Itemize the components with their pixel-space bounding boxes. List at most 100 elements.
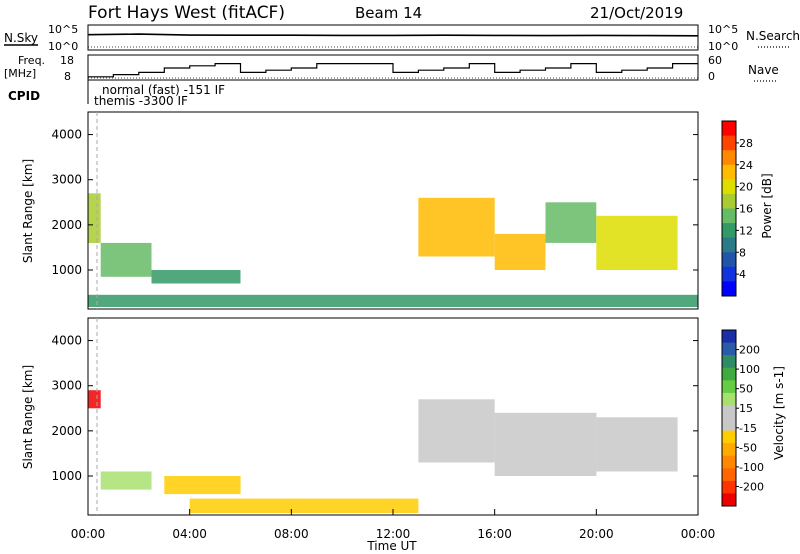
power-region-5 [545,202,597,243]
velocity-colorbar-label-2: 50 [739,383,753,396]
freq-trace [88,63,698,78]
time-tick-label-1: 04:00 [172,527,207,541]
velocity-colorbar-segment-10 [722,455,736,469]
noise-left-tick-bottom: 10^0 [48,40,78,53]
n-sky-trace [87,33,699,37]
velocity-ytick-label-0: 4000 [51,334,82,348]
time-tick-label-4: 16:00 [477,527,512,541]
power-colorbar-segment-8 [722,237,736,253]
freq-tick-top: 18 [60,54,74,67]
velocity-colorbar-label-6: -100 [739,461,764,474]
power-colorbar-segment-5 [722,193,736,209]
time-axis-label: Time UT [366,539,417,553]
power-ytick-label-0: 4000 [51,128,82,142]
power-ytick-label-2: 2000 [51,218,82,232]
velocity-region-2 [164,476,241,495]
power-region-4 [494,233,546,270]
velocity-colorbar-label-5: -50 [739,441,757,454]
nave-tick-top: 60 [708,54,722,67]
power-colorbar-segment-6 [722,208,736,224]
velocity-colorbar-label: Velocity [m s-1] [772,366,786,460]
radar-title: Fort Hays West (fitACF) [88,3,285,23]
time-tick-label-2: 08:00 [274,527,309,541]
velocity-colorbar-segment-9 [722,443,736,457]
velocity-colorbar-segment-1 [722,342,736,356]
power-colorbar-segment-4 [722,179,736,195]
power-region-3 [418,197,495,257]
cpid-label: CPID [8,89,40,103]
time-tick-label-0: 00:00 [71,527,106,541]
cpid-line2: themis -3300 IF [94,94,188,108]
velocity-colorbar-segment-2 [722,355,736,369]
velocity-region-5 [494,412,597,476]
noise-left-tick-top: 10^5 [48,23,78,36]
velocity-region-0 [88,390,101,409]
time-tick-label-5: 20:00 [579,527,614,541]
velocity-colorbar-frame [721,329,737,507]
velocity-region-3 [189,498,419,513]
power-colorbar-segment-0 [722,121,736,137]
velocity-colorbar-segment-3 [722,367,736,381]
power-region-2 [151,270,241,284]
velocity-ytick-label-2: 2000 [51,424,82,438]
power-heatmap-cells [88,193,698,307]
cpid-line1: normal (fast) -151 IF [102,83,225,97]
noise-traces [87,33,699,48]
power-colorbar-label-4: 12 [739,224,753,237]
velocity-colorbar-segment-13 [722,493,736,507]
velocity-y-ticks: 4000 3000 2000 1000 [51,334,698,483]
power-colorbar-segment-10 [722,266,736,282]
beam-label: Beam 14 [355,4,422,22]
power-colorbar-label-5: 8 [739,246,746,259]
freq-panel-frame [87,54,699,81]
freq-label-line2: [MHz] [4,67,36,80]
power-colorbar-segment-9 [722,252,736,268]
velocity-colorbar-label-1: 100 [739,363,760,376]
velocity-colorbar-label-7: -200 [739,480,764,493]
freq-tick-bottom: 8 [64,70,71,83]
power-colorbar-segment-3 [722,164,736,180]
velocity-colorbar-segment-5 [722,392,736,406]
power-colorbar-label-6: 4 [739,268,746,281]
noise-right-tick-top: 10^5 [708,23,738,36]
velocity-colorbar-segment-8 [722,430,736,444]
velocity-colorbar-label-0: 200 [739,344,760,357]
power-colorbar-label-3: 16 [739,203,753,216]
power-colorbar-segment-2 [722,150,736,166]
power-region-0 [88,193,101,243]
velocity-heatmap-cells [88,390,678,513]
power-ylabel: Slant Range [km] [21,159,35,263]
noise-right-label: N.Search [746,29,800,43]
velocity-colorbar-segment-12 [722,480,736,494]
velocity-colorbar-segment-4 [722,380,736,394]
velocity-colorbar-label-4: -15 [739,422,757,435]
velocity-region-6 [596,417,678,472]
date-label: 21/Oct/2019 [590,4,683,22]
velocity-colorbar-segment-11 [722,468,736,482]
power-y-ticks: 4000 3000 2000 1000 [51,128,698,277]
velocity-colorbar-segment-7 [722,418,736,432]
time-tick-label-6: 00:00 [681,527,716,541]
power-region-7 [88,294,698,307]
velocity-ytick-label-1: 3000 [51,379,82,393]
power-colorbar-label-0: 28 [739,137,753,150]
velocity-colorbar: 200 100 50 15 -15 -50 -100 -200 [721,329,764,507]
power-colorbar-segment-1 [722,135,736,151]
power-ytick-label-1: 3000 [51,173,82,187]
velocity-region-4 [418,399,495,463]
freq-traces [88,63,698,79]
power-region-6 [596,215,678,270]
power-ytick-label-3: 1000 [51,263,82,277]
velocity-colorbar-segment-6 [722,405,736,419]
power-region-1 [100,242,152,277]
freq-label-line1: Freq. [18,54,45,67]
velocity-ytick-label-3: 1000 [51,469,82,483]
power-colorbar: 28 24 20 16 12 8 4 [721,120,753,297]
noise-right-tick-bottom: 10^0 [708,40,738,53]
noise-left-label: N.Sky [4,31,38,45]
velocity-region-1 [100,471,152,490]
power-colorbar-label-1: 24 [739,159,753,172]
nave-label: Nave [748,63,779,77]
time-axis-ticks: 00:00 04:00 08:00 12:00 16:00 20:00 00:00 [71,509,716,541]
